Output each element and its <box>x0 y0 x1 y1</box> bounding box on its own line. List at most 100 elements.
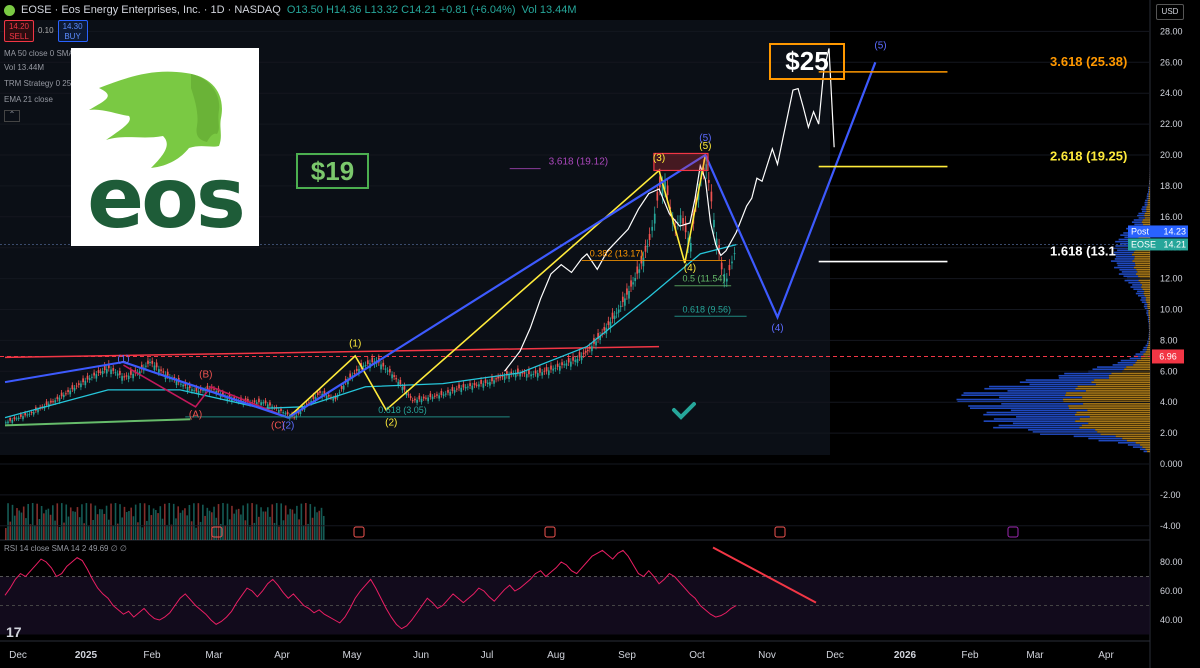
wave-abc-line <box>123 364 289 419</box>
indicator-trm[interactable]: TRM Strategy 0 25 5 14 5 50 52 48 <box>4 79 129 88</box>
volume-profile-bar <box>1124 368 1150 371</box>
candle-body <box>702 167 705 172</box>
volume-profile-bar <box>1138 275 1150 278</box>
volume-bar <box>148 505 150 540</box>
candle-body <box>327 394 330 397</box>
candle-body <box>723 273 726 282</box>
volume-profile-bar <box>1146 301 1150 303</box>
x-tick-label: Mar <box>205 650 223 661</box>
volume-bar <box>47 508 50 540</box>
candle-body <box>482 383 485 388</box>
volume-bar <box>27 503 29 540</box>
candle-body <box>233 397 236 400</box>
candle-body <box>697 191 700 200</box>
candle-body <box>651 226 654 231</box>
candle-body <box>13 417 16 420</box>
volume-bar <box>18 510 21 540</box>
volume-profile-bar <box>1110 260 1133 262</box>
volume-profile-bar <box>1133 219 1143 221</box>
candle-body <box>576 358 579 363</box>
volume-profile-bar <box>1142 223 1150 226</box>
candle-body <box>547 370 550 376</box>
candle-body <box>609 321 612 329</box>
collapse-indicators-chevron-icon[interactable]: ⌃ <box>4 110 20 122</box>
candle-body <box>5 422 7 424</box>
candle-body <box>521 372 524 374</box>
volume-profile-bar <box>1097 366 1127 368</box>
volume-bar <box>43 513 45 540</box>
candle-body <box>389 368 391 373</box>
volume-profile-bar <box>1108 374 1150 377</box>
buy-button[interactable]: 14.30 BUY <box>57 20 88 42</box>
indicator-volume[interactable]: Vol 13.44M <box>4 63 45 72</box>
candle-body <box>362 365 365 368</box>
rsi-indicator-label[interactable]: RSI 14 close SMA 14 2 49.69 ∅ ∅ <box>4 544 127 553</box>
volume-profile-bar <box>1147 204 1150 206</box>
volume-profile-bar <box>1114 251 1134 254</box>
volume-profile-bar <box>1131 221 1142 223</box>
volume-profile-bar <box>1148 188 1150 191</box>
volume-profile-bar <box>1147 303 1150 306</box>
symbol-title[interactable]: EOSE · Eos Energy Enterprises, Inc. · 1D… <box>21 4 281 16</box>
volume-bar <box>87 526 90 540</box>
currency-selector[interactable]: USD <box>1156 4 1184 20</box>
volume-bar <box>284 505 287 540</box>
candle-body <box>153 365 156 371</box>
volume-profile-bar <box>1149 186 1150 189</box>
rsi-tick-label: 40.00 <box>1160 615 1183 625</box>
volume-bar <box>298 519 300 540</box>
candle-body <box>442 394 445 396</box>
candle-body <box>731 261 733 264</box>
volume-profile-bar <box>1142 284 1150 286</box>
candle-body <box>532 373 535 375</box>
volume-profile-bar <box>1029 383 1096 386</box>
volume-profile-bar <box>1123 275 1139 278</box>
candle-body <box>37 409 39 413</box>
volume-bar <box>260 507 262 540</box>
volume-profile-bar <box>1134 258 1150 260</box>
support-price-text: 6.96 <box>1159 351 1177 361</box>
volume-bar <box>199 521 202 540</box>
sell-button[interactable]: 14.20 SELL <box>4 20 34 42</box>
candle-body <box>264 400 267 404</box>
candle-body <box>554 367 557 369</box>
candle-body <box>499 376 502 378</box>
volume-bar <box>235 509 238 540</box>
candle-body <box>336 395 339 398</box>
volume-profile-bar <box>1149 327 1150 329</box>
rsi-band <box>0 576 1150 635</box>
fib-level-label: 0.382 (13.17) <box>590 249 644 259</box>
candle-body <box>705 164 708 171</box>
volume-profile-bar <box>1089 416 1150 418</box>
candle-body <box>22 416 24 420</box>
indicator-ema21[interactable]: EMA 21 close <box>4 95 53 104</box>
candle-body <box>95 374 98 379</box>
volume-bar <box>9 521 12 540</box>
candle-body <box>162 371 165 373</box>
volume-profile-bar <box>1142 288 1150 291</box>
candle-body <box>266 404 269 408</box>
wave-label: (1) <box>349 339 361 350</box>
volume-bar <box>266 507 269 540</box>
volume-bar <box>168 503 171 540</box>
candle-body <box>656 191 659 201</box>
candle-body <box>636 266 639 274</box>
candle-body <box>151 360 154 364</box>
volume-bar <box>16 508 18 540</box>
volume-profile-bar <box>1145 448 1150 451</box>
volume-bar <box>7 503 9 540</box>
sell-label: SELL <box>9 32 29 41</box>
volume-profile-bar <box>1118 273 1136 275</box>
volume-profile-bar <box>1115 255 1135 258</box>
candle-body <box>514 372 517 378</box>
volume-bar <box>193 503 195 540</box>
candle-body <box>121 376 123 381</box>
candle-body <box>397 381 400 386</box>
volume-profile-bar <box>1095 383 1150 386</box>
volume-bar <box>179 512 182 540</box>
candle-body <box>82 378 84 383</box>
candle-body <box>541 372 544 376</box>
indicator-ma50[interactable]: MA 50 close 0 SMA 50 <box>4 49 85 58</box>
volume-profile-bar <box>1143 353 1150 355</box>
volume-profile-bar <box>1142 446 1150 448</box>
